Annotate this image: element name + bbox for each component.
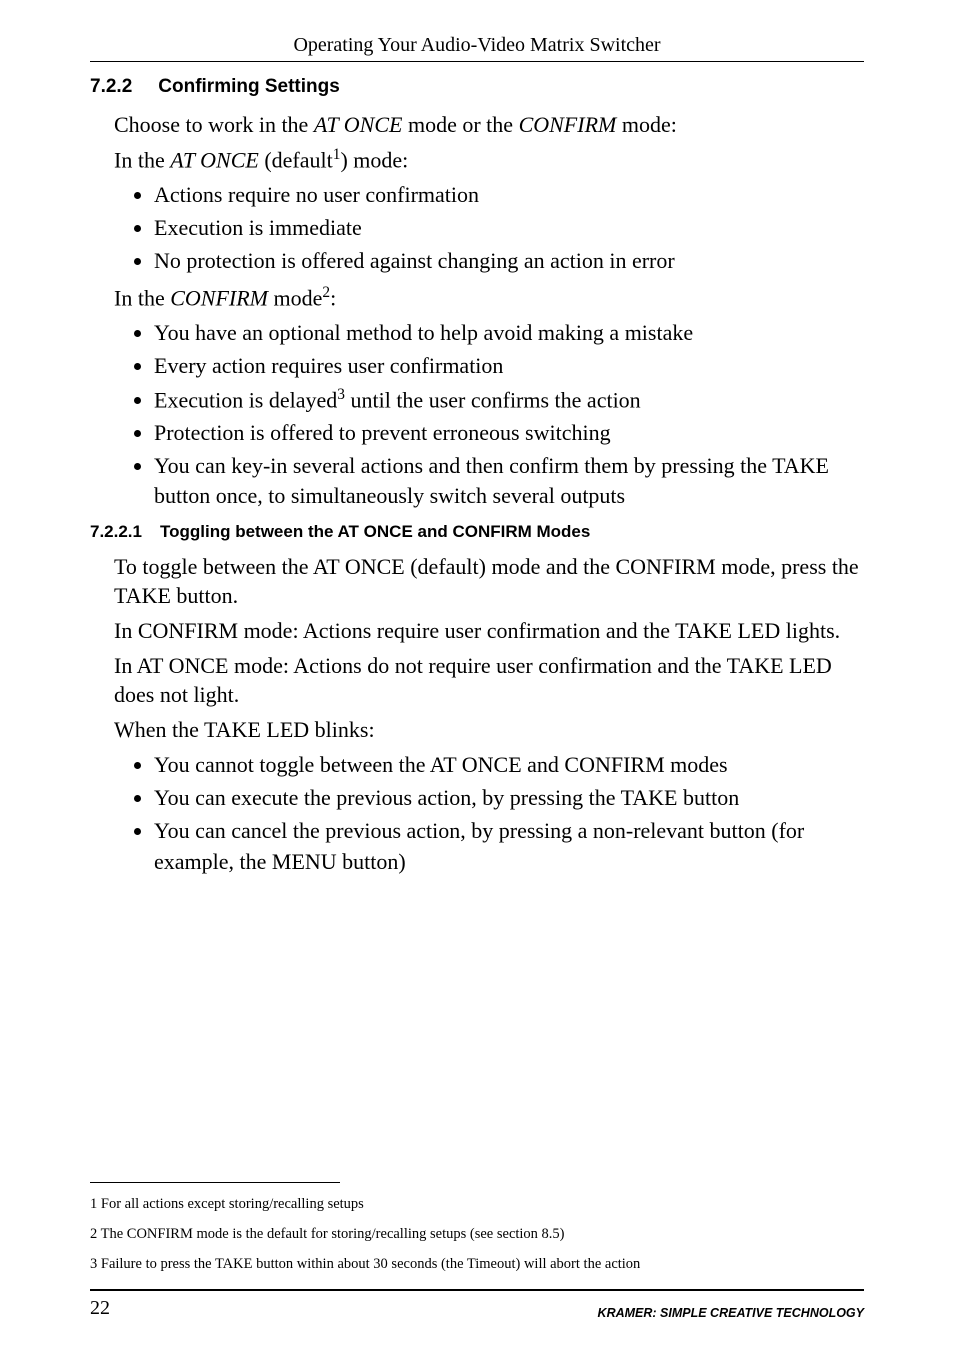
para: In CONFIRM mode: Actions require user co… — [114, 616, 864, 645]
text: Choose to work in the — [114, 112, 314, 137]
para: When the TAKE LED blinks: — [114, 715, 864, 744]
list-item: Protection is offered to prevent erroneo… — [154, 418, 864, 449]
heading-title: Confirming Settings — [158, 76, 340, 98]
heading-title: Toggling between the AT ONCE and CONFIRM… — [160, 522, 590, 542]
text: Execution is delayed — [154, 387, 337, 412]
footer-area: 1 For all actions except storing/recalli… — [90, 1164, 864, 1320]
list-confirm: You have an optional method to help avoi… — [114, 318, 864, 512]
text: mode — [268, 285, 322, 310]
subsection-body: To toggle between the AT ONCE (default) … — [90, 552, 864, 877]
heading-7-2-2-1: 7.2.2.1 Toggling between the AT ONCE and… — [90, 522, 864, 542]
text: In the — [114, 285, 170, 310]
footer-rule — [90, 1289, 864, 1291]
para: In AT ONCE mode: Actions do not require … — [114, 651, 864, 709]
text-italic: CONFIRM — [519, 112, 617, 137]
list-item: You can execute the previous action, by … — [154, 783, 864, 814]
list-item: No protection is offered against changin… — [154, 246, 864, 277]
page-number: 22 — [90, 1297, 110, 1320]
heading-7-2-2: 7.2.2 Confirming Settings — [90, 76, 864, 98]
heading-number: 7.2.2.1 — [90, 522, 142, 542]
text: In the — [114, 147, 170, 172]
list-atonce: Actions require no user confirmation Exe… — [114, 180, 864, 276]
text: (default — [259, 147, 333, 172]
text: until the user confirms the action — [345, 387, 641, 412]
para: To toggle between the AT ONCE (default) … — [114, 552, 864, 610]
text-italic: AT ONCE — [314, 112, 403, 137]
footnote-ref: 2 — [322, 284, 330, 301]
text: ) mode: — [340, 147, 408, 172]
page-footer: 22 KRAMER: SIMPLE CREATIVE TECHNOLOGY — [90, 1297, 864, 1320]
text: mode or the — [402, 112, 518, 137]
footnote-ref: 3 — [337, 386, 345, 403]
footnote: 3 Failure to press the TAKE button withi… — [90, 1251, 864, 1277]
para-confirm-lead: In the CONFIRM mode2: — [114, 283, 864, 312]
text-italic: AT ONCE — [170, 147, 259, 172]
list-item: Execution is delayed3 until the user con… — [154, 384, 864, 416]
footnote: 1 For all actions except storing/recalli… — [90, 1191, 864, 1217]
para-intro: Choose to work in the AT ONCE mode or th… — [114, 110, 864, 139]
running-head: Operating Your Audio-Video Matrix Switch… — [90, 34, 864, 62]
text: : — [330, 285, 336, 310]
list-item: Execution is immediate — [154, 213, 864, 244]
section-body: Choose to work in the AT ONCE mode or th… — [90, 110, 864, 512]
text: mode: — [616, 112, 677, 137]
list-item: You can cancel the previous action, by p… — [154, 816, 864, 878]
list-item: You cannot toggle between the AT ONCE an… — [154, 750, 864, 781]
page: Operating Your Audio-Video Matrix Switch… — [0, 0, 954, 1354]
heading-number: 7.2.2 — [90, 76, 132, 98]
list-blink: You cannot toggle between the AT ONCE an… — [114, 750, 864, 877]
para-atonce-lead: In the AT ONCE (default1) mode: — [114, 145, 864, 174]
list-item: You can key-in several actions and then … — [154, 451, 864, 513]
list-item: You have an optional method to help avoi… — [154, 318, 864, 349]
list-item: Actions require no user confirmation — [154, 180, 864, 211]
list-item: Every action requires user confirmation — [154, 351, 864, 382]
footnote-separator — [90, 1182, 340, 1183]
brand-line: KRAMER: SIMPLE CREATIVE TECHNOLOGY — [598, 1306, 864, 1320]
footnotes: 1 For all actions except storing/recalli… — [90, 1191, 864, 1277]
text-italic: CONFIRM — [170, 285, 268, 310]
footnote: 2 The CONFIRM mode is the default for st… — [90, 1221, 864, 1247]
